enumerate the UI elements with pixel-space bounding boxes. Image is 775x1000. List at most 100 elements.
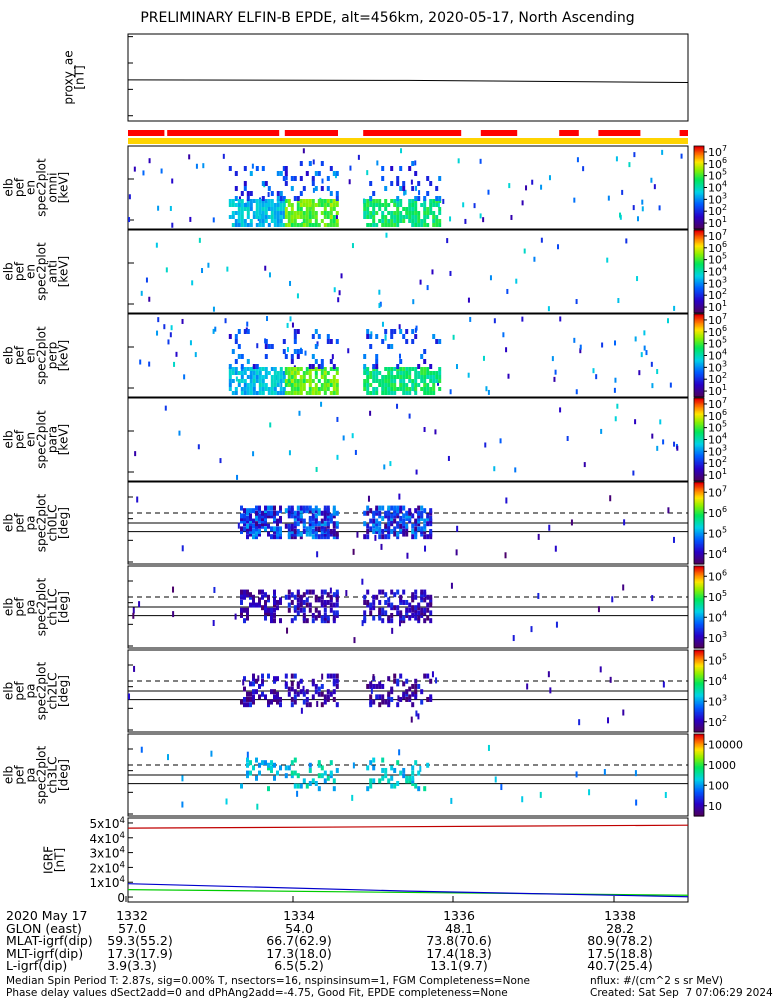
spectrogram-pixel bbox=[372, 387, 376, 391]
pa-pixel bbox=[323, 770, 327, 776]
pa-pixel bbox=[296, 521, 300, 527]
spectrogram-pixel bbox=[276, 191, 280, 196]
spectrogram-pixel bbox=[299, 367, 303, 371]
pa-pixel bbox=[293, 607, 297, 613]
pa-pixel bbox=[429, 521, 433, 527]
pa-pixel bbox=[273, 775, 276, 781]
spectrogram-pixel bbox=[249, 223, 253, 227]
spectrogram-pixel bbox=[372, 375, 376, 379]
colorbar-segment bbox=[694, 528, 704, 531]
spectrogram-pixel bbox=[273, 391, 277, 395]
spectrogram-pixel bbox=[258, 379, 262, 383]
pa-pixel bbox=[293, 770, 297, 776]
colorbar-segment bbox=[694, 604, 704, 607]
colorbar-segment bbox=[694, 785, 704, 788]
pa-pixel bbox=[308, 607, 312, 613]
pa-pixel bbox=[429, 597, 433, 603]
pa-pixel bbox=[411, 534, 415, 540]
spectrogram-pixel bbox=[619, 212, 622, 218]
pa-pixel bbox=[311, 778, 315, 784]
pa-pixel bbox=[287, 505, 291, 511]
axis-title-line: elb bbox=[2, 346, 16, 364]
igrf-series-line bbox=[127, 883, 689, 898]
colorbar-segment bbox=[694, 529, 704, 532]
colorbar-segment bbox=[694, 772, 704, 775]
spectrogram-pixel bbox=[393, 367, 397, 371]
spectrogram-pixel bbox=[384, 203, 388, 207]
pa-pixel bbox=[317, 597, 321, 603]
pa-pixel bbox=[408, 694, 412, 700]
spectrogram-pixel bbox=[279, 387, 283, 391]
spectrogram-pixel bbox=[284, 199, 288, 203]
spectrogram-pixel bbox=[423, 207, 427, 211]
spectrogram-pixel bbox=[399, 211, 403, 215]
pa-pixel bbox=[375, 518, 379, 524]
pa-pixel bbox=[246, 528, 249, 534]
colorbar-tick-label: 106 bbox=[708, 240, 727, 255]
pa-pixel bbox=[302, 508, 306, 514]
colorbar-tick-label: 105 bbox=[708, 420, 727, 435]
axis-title-line: [deg] bbox=[57, 591, 71, 623]
spectrogram-pixel bbox=[417, 223, 421, 227]
tick-value: 66.7(62.9) bbox=[266, 933, 332, 948]
colorbar-segment bbox=[694, 341, 704, 344]
pa-pixel bbox=[393, 592, 397, 598]
spectrogram-pixel bbox=[508, 183, 511, 189]
pa-pixel bbox=[396, 681, 400, 687]
pa-pixel bbox=[252, 518, 255, 524]
spectrogram-pixel bbox=[240, 191, 244, 196]
pa-pixel bbox=[429, 599, 433, 605]
spectrogram-pixel bbox=[273, 387, 277, 391]
spectrogram-pixel bbox=[659, 419, 662, 425]
pa-pixel bbox=[320, 521, 324, 527]
colorbar-tick-label: 104 bbox=[708, 546, 727, 561]
colorbar-segment bbox=[694, 681, 704, 684]
colorbar-segment bbox=[694, 252, 704, 255]
spectrogram-pixel bbox=[287, 223, 291, 227]
spectrogram-pixel bbox=[573, 197, 576, 203]
spectrogram-pixel bbox=[614, 377, 617, 383]
pa-pixel bbox=[329, 760, 333, 766]
pa-pixel bbox=[375, 521, 379, 527]
colorbar-segment bbox=[694, 270, 704, 273]
pa-pixel bbox=[335, 597, 339, 603]
pa-pixel bbox=[249, 681, 252, 687]
colorbar-segment bbox=[694, 443, 704, 446]
spectrogram-pixel bbox=[462, 202, 465, 208]
pa-pixel bbox=[279, 534, 282, 540]
pa-pixel bbox=[369, 605, 373, 611]
pa-pixel bbox=[284, 683, 288, 689]
spectrogram-pixel bbox=[302, 371, 306, 375]
colorbar-segment bbox=[694, 239, 704, 242]
pa-pixel bbox=[246, 589, 249, 595]
colorbar-segment bbox=[694, 289, 704, 292]
y-tick-label: 1x104 bbox=[89, 875, 125, 890]
colorbar-segment bbox=[694, 151, 704, 154]
spectrogram-pixel bbox=[485, 386, 488, 392]
pa-pixel bbox=[384, 510, 388, 516]
spectrogram-pixel bbox=[387, 383, 391, 387]
colorbar-segment bbox=[694, 310, 704, 313]
spectrogram-pixel bbox=[363, 207, 367, 211]
colorbar-tick-label: 102 bbox=[708, 371, 727, 386]
colorbar-segment bbox=[694, 555, 704, 558]
colorbar-segment bbox=[694, 582, 704, 585]
pa-pixel bbox=[399, 612, 403, 618]
pa-pixel bbox=[366, 683, 370, 689]
colorbar-segment bbox=[694, 198, 704, 201]
spectrogram-pixel bbox=[423, 371, 427, 375]
colorbar-segment bbox=[694, 753, 704, 756]
pa-pixel bbox=[609, 676, 612, 683]
colorbar-segment bbox=[694, 747, 704, 750]
colorbar-segment bbox=[694, 377, 704, 380]
colorbar-segment bbox=[694, 256, 704, 259]
pa-pixel bbox=[290, 681, 294, 687]
spectrogram-pixel bbox=[411, 219, 415, 223]
pa-pixel bbox=[249, 518, 252, 524]
pa-pixel bbox=[246, 526, 249, 532]
spectrogram-pixel bbox=[261, 367, 265, 371]
colorbar-segment bbox=[694, 575, 704, 578]
pa-pixel bbox=[286, 627, 289, 634]
pa-pixel bbox=[372, 757, 376, 763]
colorbar-segment bbox=[694, 766, 704, 769]
